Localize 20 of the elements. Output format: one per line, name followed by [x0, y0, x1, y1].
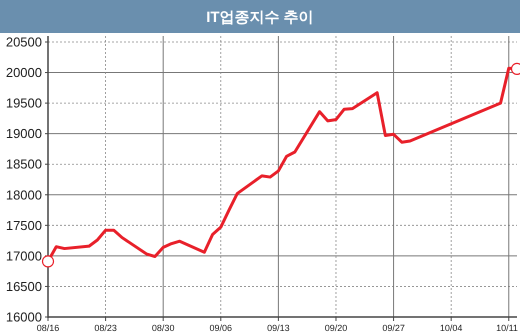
- chart-title: IT업종지수 추이: [206, 9, 314, 26]
- y-tick-label: 20500: [6, 34, 42, 50]
- x-tick-label: 08/30: [152, 323, 174, 333]
- y-tick-label: 16000: [6, 310, 42, 324]
- x-tick-label: 09/13: [267, 323, 290, 333]
- x-tick-label: 09/27: [382, 323, 405, 333]
- x-tick-label: 08/23: [94, 323, 117, 333]
- y-tick-label: 19500: [6, 96, 42, 111]
- y-tick-label: 18000: [6, 187, 42, 202]
- y-tick-label: 17000: [6, 248, 42, 264]
- x-tick-label: 09/20: [324, 323, 348, 333]
- x-tick-label: 10/11: [496, 323, 518, 333]
- y-tick-label: 20000: [6, 65, 42, 80]
- x-tick-label: 10/04: [440, 323, 462, 333]
- y-tick-label: 16500: [6, 278, 42, 294]
- x-tick-label: 08/16: [36, 323, 60, 333]
- x-tick-label: 09/06: [210, 323, 232, 333]
- y-tick-label: 19000: [6, 126, 42, 142]
- y-tick-label: 18500: [6, 156, 42, 172]
- y-tick-label: 17500: [6, 218, 42, 233]
